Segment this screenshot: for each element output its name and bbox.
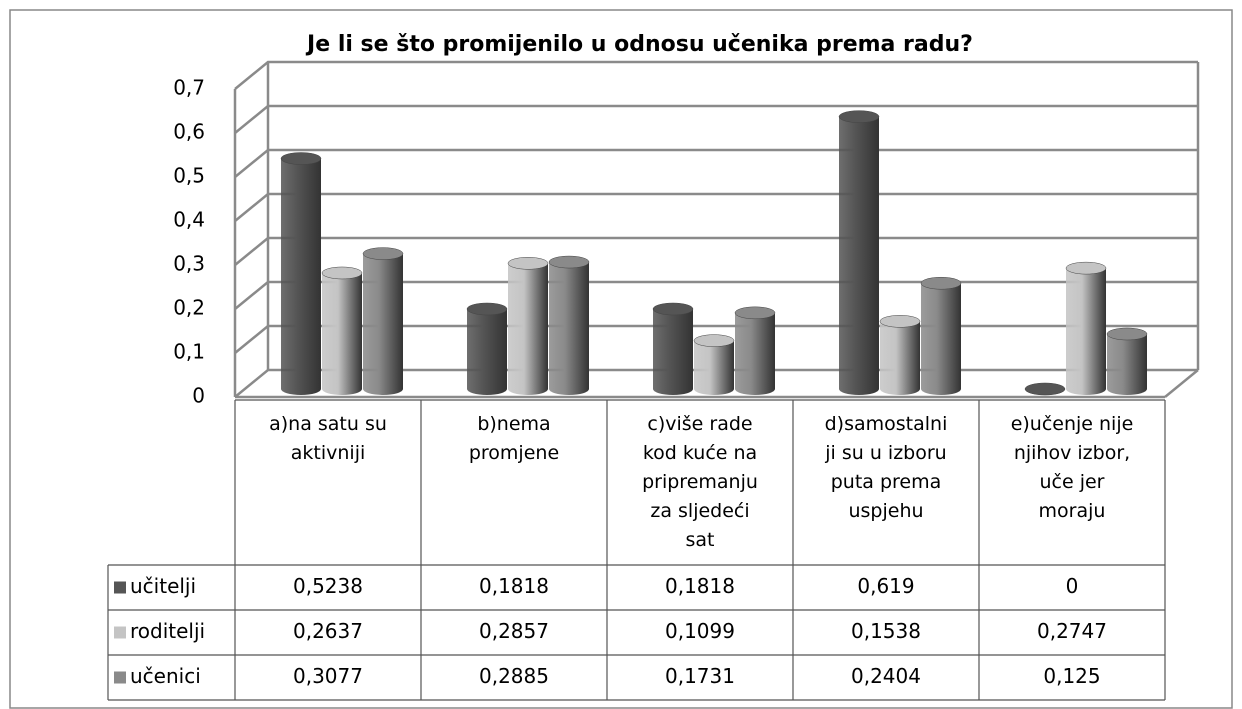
bar-body	[1066, 268, 1106, 395]
data-label: 0,3077	[293, 664, 363, 688]
bar-top	[879, 315, 921, 328]
grid-line	[234, 280, 1198, 310]
bar	[652, 302, 694, 395]
legend-swatch	[114, 581, 126, 594]
data-label: 0,5238	[293, 574, 363, 598]
y-tick-label: 0	[192, 384, 205, 408]
bar	[362, 247, 404, 395]
category-cell: a)na satu su aktivniji	[269, 413, 387, 464]
bar-top	[507, 257, 549, 270]
bar	[1024, 382, 1066, 396]
data-label: 0,2885	[479, 664, 549, 688]
legend-label: roditelji	[130, 619, 205, 643]
legend-label: učitelji	[130, 574, 196, 598]
bar	[466, 302, 508, 395]
bar-body	[281, 158, 321, 395]
legend-label: učenici	[130, 664, 201, 688]
category-cell: d)samostalni ji su u izboru puta prema u…	[824, 413, 948, 522]
bar-top	[838, 110, 880, 123]
grid-line	[234, 104, 1198, 134]
bar-body	[363, 253, 403, 395]
y-tick-label: 0,4	[173, 208, 205, 232]
bar-top	[652, 302, 694, 316]
data-label: 0,1818	[479, 574, 549, 598]
bar	[280, 152, 322, 395]
grid-line	[234, 148, 1198, 178]
bar	[321, 266, 363, 395]
chart-title: Je li se što promijenilo u odnosu učenik…	[305, 32, 973, 57]
category-cell: b)nema promjene	[468, 413, 560, 464]
bar	[507, 257, 549, 395]
y-tick-label: 0,2	[173, 296, 205, 320]
bar-body	[549, 262, 589, 395]
bar-top	[548, 255, 590, 269]
category-cell: c)više rade kod kuće na pripremanju za s…	[642, 413, 758, 551]
bar-top	[280, 152, 322, 165]
x-tick-label: c)više rade kod kuće na pripremanju za s…	[642, 413, 758, 551]
grid-line	[234, 236, 1198, 266]
grid-line	[234, 60, 1198, 90]
category-cell: e)učenje nije njihov izbor, uče jer mora…	[1010, 413, 1134, 522]
data-label: 0,619	[857, 574, 914, 598]
data-label: 0,1099	[665, 619, 735, 643]
bar-body	[921, 283, 961, 395]
bar-body	[508, 263, 548, 395]
bar	[734, 306, 776, 395]
data-label: 0,1818	[665, 574, 735, 598]
y-tick-label: 0,1	[173, 340, 205, 364]
bar-body	[322, 272, 362, 395]
x-tick-label: b)nema promjene	[468, 413, 560, 464]
bar-body	[880, 321, 920, 395]
data-label: 0,2857	[479, 619, 549, 643]
bar-body	[694, 340, 734, 395]
y-tick-label: 0,6	[173, 120, 205, 144]
bar-body	[839, 116, 879, 395]
legend-swatch	[114, 671, 126, 684]
chart-border	[9, 9, 1233, 709]
bar	[879, 315, 921, 395]
bar	[1065, 261, 1107, 395]
bar-top	[734, 306, 776, 320]
y-tick-label: 0,3	[173, 252, 205, 276]
bar-body	[653, 309, 693, 395]
bar	[838, 110, 880, 395]
bar-body	[1107, 334, 1147, 395]
bar-top	[1106, 327, 1148, 341]
legend-swatch	[114, 626, 126, 639]
bar	[693, 334, 735, 395]
bar-top	[362, 247, 404, 260]
bar-top	[466, 302, 508, 316]
bar	[548, 255, 590, 395]
bar-body	[467, 309, 507, 395]
y-tick-label: 0,5	[173, 164, 205, 188]
data-label: 0,1731	[665, 664, 735, 688]
bar	[1106, 327, 1148, 395]
bar-body	[735, 312, 775, 395]
bar-top	[1065, 261, 1107, 275]
bar-top	[693, 334, 735, 347]
bar	[920, 276, 962, 395]
data-label: 0	[1066, 574, 1079, 598]
data-label: 0,125	[1043, 664, 1100, 688]
bar-top	[321, 266, 363, 280]
data-label: 0,2747	[1037, 619, 1107, 643]
bar-top	[920, 276, 962, 290]
y-tick-label: 0,7	[173, 76, 205, 100]
data-label: 0,1538	[851, 619, 921, 643]
x-tick-label: a)na satu su aktivniji	[269, 413, 387, 464]
bar-top	[1024, 382, 1066, 396]
data-label: 0,2404	[851, 664, 921, 688]
x-tick-label: d)samostalni ji su u izboru puta prema u…	[824, 413, 948, 522]
x-tick-label: e)učenje nije njihov izbor, uče jer mora…	[1010, 413, 1134, 522]
data-label: 0,2637	[293, 619, 363, 643]
floor-edge	[1164, 369, 1199, 398]
grid-line	[234, 192, 1198, 222]
